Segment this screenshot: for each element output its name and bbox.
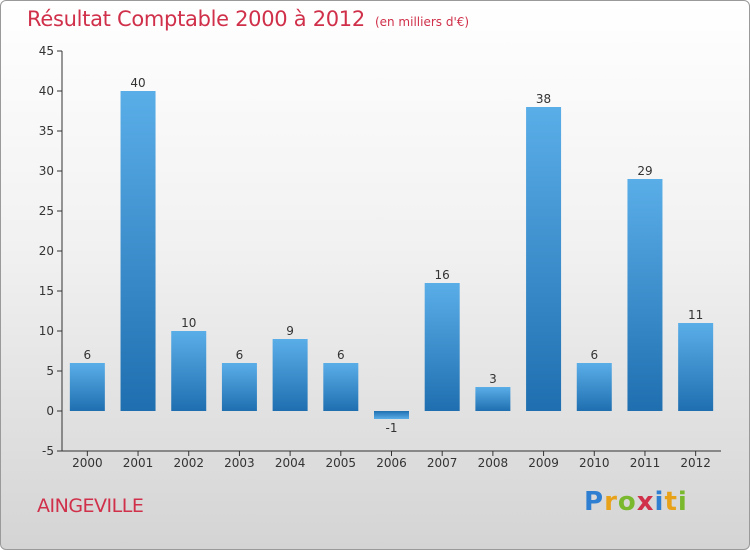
bar-2010[interactable] [576, 363, 612, 411]
bar-2005[interactable] [323, 363, 359, 411]
data-label-2011: 29 [637, 164, 652, 178]
y-tick-label: 20 [39, 244, 54, 258]
y-tick-label: 35 [39, 124, 54, 138]
x-tick-label-2005: 2005 [326, 456, 357, 470]
bar-2001[interactable] [120, 91, 156, 411]
logo-letter: r [604, 487, 618, 517]
logo-letter: o [617, 487, 637, 517]
data-label-2004: 9 [286, 324, 294, 338]
city-name: AINGEVILLE [37, 495, 144, 517]
x-tick-label-2001: 2001 [123, 456, 154, 470]
data-label-2001: 40 [130, 76, 145, 90]
logo-letter: i [677, 487, 688, 517]
data-label-2005: 6 [337, 348, 345, 362]
bar-2003[interactable] [221, 363, 257, 411]
bar-2004[interactable] [272, 339, 308, 411]
bar-2002[interactable] [171, 331, 207, 411]
x-tick-label-2008: 2008 [478, 456, 509, 470]
data-label-2010: 6 [590, 348, 598, 362]
bar-2000[interactable] [69, 363, 105, 411]
y-tick-label: 10 [39, 324, 54, 338]
data-label-2002: 10 [181, 316, 196, 330]
y-tick-label: 0 [46, 404, 54, 418]
logo-letter: P [584, 487, 605, 517]
logo-letter: i [654, 487, 665, 517]
logo-letter: x [636, 487, 655, 517]
y-tick-label: 15 [39, 284, 54, 298]
x-tick-label-2010: 2010 [579, 456, 610, 470]
logo-letter: t [664, 487, 678, 517]
bar-2009[interactable] [526, 107, 562, 411]
x-tick-label-2000: 2000 [72, 456, 103, 470]
data-label-2003: 6 [236, 348, 244, 362]
y-tick-label: 30 [39, 164, 54, 178]
y-tick-label: 5 [46, 364, 54, 378]
x-tick-label-2007: 2007 [427, 456, 458, 470]
chart-subtitle: (en milliers d'€) [374, 15, 470, 29]
bar-2011[interactable] [627, 179, 663, 411]
bar-2006[interactable] [374, 411, 409, 419]
bar-2012[interactable] [678, 323, 714, 411]
data-label-2009: 38 [536, 92, 551, 106]
data-label-2008: 3 [489, 372, 497, 386]
bar-2007[interactable] [424, 283, 460, 411]
x-tick-label-2003: 2003 [224, 456, 255, 470]
data-label-2007: 16 [435, 268, 450, 282]
y-tick-label: 45 [39, 44, 54, 58]
chart-title: Résultat Comptable 2000 à 2012 [27, 7, 365, 31]
x-tick-label-2012: 2012 [680, 456, 711, 470]
x-tick-label-2002: 2002 [173, 456, 204, 470]
title-row: Résultat Comptable 2000 à 2012 (en millie… [27, 7, 469, 31]
y-tick-label: -5 [42, 444, 54, 458]
x-tick-label-2004: 2004 [275, 456, 306, 470]
x-tick-label-2011: 2011 [630, 456, 661, 470]
data-label-2012: 11 [688, 308, 703, 322]
x-tick-label-2006: 2006 [376, 456, 407, 470]
data-label-2000: 6 [84, 348, 92, 362]
y-tick-label: 40 [39, 84, 54, 98]
proxiti-logo[interactable]: Proxiti [584, 487, 688, 517]
x-tick-label-2009: 2009 [528, 456, 559, 470]
data-label-2006: -1 [386, 421, 398, 435]
bar-2008[interactable] [475, 387, 511, 411]
y-tick-label: 25 [39, 204, 54, 218]
